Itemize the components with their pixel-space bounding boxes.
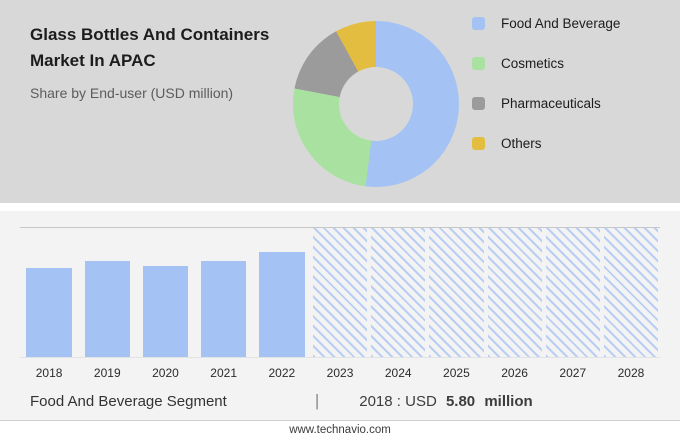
legend-item-others: Others	[472, 135, 620, 151]
title-block: Glass Bottles And Containers Market In A…	[30, 22, 280, 101]
bar-chart: 2018 2019 2020 2021 2022 2023 2024 2025 2026 2027…	[20, 227, 661, 380]
caption-row: Food And Beverage Segment | 2018 : USD 5…	[30, 391, 533, 411]
forecast-hatch-2024	[371, 228, 426, 357]
footer: www.technavio.com	[0, 420, 680, 440]
bar-column-2018: 2018	[20, 228, 79, 380]
bar-column-2024: 2024	[369, 228, 428, 380]
x-axis-label-2021: 2021	[210, 366, 237, 380]
caption-segment-label: Food And Beverage Segment	[30, 392, 227, 410]
donut-chart	[293, 21, 459, 187]
bar-column-2026: 2026	[485, 228, 544, 380]
page-title: Glass Bottles And Containers Market In A…	[30, 22, 280, 74]
x-axis-label-2019: 2019	[93, 366, 121, 380]
bar-column-2027: 2027	[543, 228, 602, 380]
page-title-line1: Glass Bottles And Containers	[30, 25, 270, 44]
legend-swatch-others	[472, 136, 485, 150]
legend-swatch-cosmetics	[472, 56, 485, 70]
bar-2022	[259, 251, 305, 357]
caption-separator: |	[314, 391, 320, 410]
forecast-hatch-2026	[487, 228, 542, 357]
bar-2019	[84, 261, 130, 357]
legend-label: Pharmaceuticals	[501, 95, 601, 111]
legend-label: Cosmetics	[501, 55, 565, 71]
legend-label: Food And Beverage	[501, 15, 621, 31]
bar-column-2028: 2028	[601, 228, 661, 380]
legend-item-pharmaceuticals: Pharmaceuticals	[472, 95, 620, 111]
bar-2020	[142, 266, 189, 357]
bar-column-2019: 2019	[78, 228, 137, 380]
bar-chart-section: 2018 2019 2020 2021 2022 2023 2024 2025 2026 2027…	[0, 211, 680, 440]
caption-year-label: 2018 : USD	[359, 392, 437, 410]
bar-column-2023: 2023	[310, 228, 370, 380]
website-link: www.technavio.com	[289, 424, 391, 436]
x-axis-label-2020: 2020	[152, 366, 179, 380]
x-axis-label-2018: 2018	[35, 366, 63, 380]
bar-2021	[200, 261, 247, 357]
header-section: Glass Bottles And Containers Market In A…	[0, 0, 680, 203]
page-title-line2: Market In APAC	[30, 51, 156, 70]
x-axis-label-2025: 2025	[443, 366, 470, 380]
legend-item-food-and-beverage: Food And Beverage	[472, 15, 620, 31]
chart-subtitle: Share by End-user (USD million)	[30, 85, 234, 101]
x-axis-label-2024: 2024	[384, 366, 412, 380]
x-axis-label-2027: 2027	[559, 366, 587, 380]
bar-column-2021: 2021	[194, 228, 253, 380]
forecast-hatch-2027	[545, 228, 600, 357]
x-axis-label-2023: 2023	[326, 366, 354, 380]
bar-2018	[26, 267, 72, 357]
caption-unit: million	[484, 392, 533, 410]
caption-value-group: 2018 : USD 5.80 million	[359, 393, 532, 410]
bar-column-2020: 2020	[136, 228, 195, 380]
legend-label: Others	[501, 135, 542, 151]
caption-value: 5.80	[445, 392, 476, 410]
legend: Food And Beverage Cosmetics Pharmaceutic…	[472, 15, 620, 175]
legend-item-cosmetics: Cosmetics	[472, 55, 620, 71]
x-axis-label-2022: 2022	[268, 366, 296, 380]
bar-column-2022: 2022	[252, 228, 311, 380]
x-axis-label-2028: 2028	[617, 366, 645, 380]
bar-column-2025: 2025	[427, 228, 486, 380]
x-axis-label-2026: 2026	[501, 366, 528, 380]
legend-swatch-food-and-beverage	[472, 16, 485, 30]
forecast-hatch-2023	[312, 228, 368, 357]
forecast-hatch-2028	[603, 228, 659, 357]
forecast-hatch-2025	[429, 228, 484, 357]
legend-swatch-pharmaceuticals	[472, 96, 485, 110]
